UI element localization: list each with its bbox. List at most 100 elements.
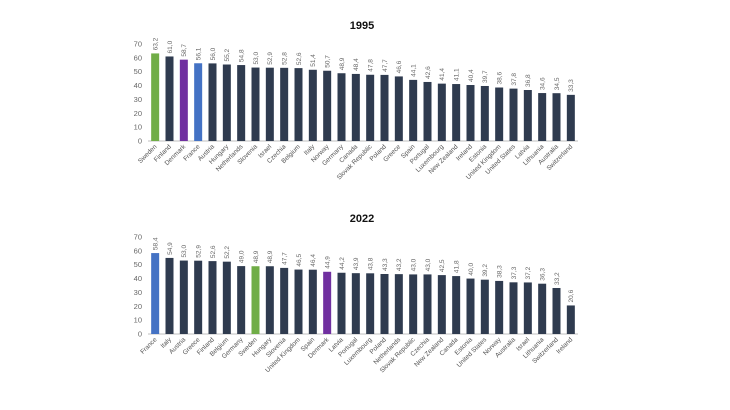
- data-label: 51,4: [310, 54, 317, 67]
- bar-israel: [523, 282, 532, 334]
- data-label: 36,3: [539, 268, 546, 281]
- data-label: 33,2: [554, 272, 561, 285]
- data-label: 38,6: [496, 71, 503, 84]
- data-label: 52,9: [267, 52, 274, 65]
- bar-denmark: [323, 271, 332, 334]
- data-label: 49,0: [238, 250, 245, 263]
- data-label: 47,8: [367, 59, 374, 72]
- data-label: 39,2: [482, 264, 489, 277]
- bar-latvia: [337, 272, 346, 334]
- y-tick-label: 20: [134, 109, 142, 118]
- bar-finland: [165, 56, 174, 141]
- bar-czechia: [280, 67, 289, 141]
- data-label: 58,7: [181, 44, 188, 57]
- x-tick-label: France: [139, 336, 159, 356]
- x-tick-label: Ireland: [555, 336, 574, 355]
- bar-new-zealand: [437, 275, 446, 334]
- data-label: 40,4: [468, 69, 475, 82]
- bar-portugal: [423, 81, 432, 141]
- y-tick-label: 0: [138, 137, 142, 146]
- y-tick-label: 0: [138, 330, 142, 339]
- y-tick-label: 60: [134, 246, 142, 255]
- y-tick-label: 70: [134, 233, 142, 242]
- data-label: 46,5: [296, 254, 303, 267]
- data-label: 48,9: [267, 250, 274, 263]
- bar-canada: [452, 276, 461, 334]
- data-label: 37,8: [511, 73, 518, 86]
- bar-austria: [208, 63, 217, 141]
- data-label: 41,8: [453, 260, 460, 273]
- bar-netherlands: [394, 274, 403, 334]
- data-label: 38,3: [496, 265, 503, 278]
- y-tick-label: 20: [134, 302, 142, 311]
- bar-netherlands: [237, 65, 246, 141]
- data-label: 43,2: [396, 258, 403, 271]
- bar-luxembourg: [366, 273, 375, 334]
- y-tick-label: 40: [134, 81, 142, 90]
- data-label: 52,8: [281, 52, 288, 65]
- bar-sweden: [251, 266, 260, 334]
- y-tick-label: 10: [134, 316, 142, 325]
- bar-italy: [165, 257, 174, 334]
- y-tick-label: 30: [134, 288, 142, 297]
- bar-hungary: [265, 266, 274, 334]
- data-label: 39,7: [482, 70, 489, 83]
- data-label: 34,6: [539, 77, 546, 90]
- data-label: 55,2: [224, 48, 231, 61]
- bar-ireland: [566, 305, 575, 334]
- data-label: 37,3: [511, 266, 518, 279]
- bar-slovak-republic: [366, 74, 375, 141]
- y-tick-label: 30: [134, 95, 142, 104]
- chart-title: 2022: [350, 213, 374, 225]
- bar-poland: [380, 273, 389, 334]
- data-label: 44,2: [339, 257, 346, 270]
- bar-germany: [237, 266, 246, 334]
- data-label: 42,6: [425, 66, 432, 79]
- bar-spain: [409, 79, 418, 141]
- data-label: 47,7: [281, 252, 288, 265]
- data-label: 40,0: [468, 263, 475, 276]
- bar-ireland: [466, 85, 475, 141]
- bar-israel: [265, 67, 274, 141]
- bar-united-states: [509, 88, 518, 141]
- bar-slovak-republic: [409, 274, 418, 334]
- data-label: 63,2: [152, 37, 159, 50]
- data-label: 42,5: [439, 259, 446, 272]
- bar-finland: [208, 261, 217, 334]
- bar-greece: [194, 260, 203, 334]
- data-label: 56,1: [195, 47, 202, 60]
- data-label: 37,2: [525, 266, 532, 279]
- data-label: 52,9: [195, 245, 202, 258]
- y-tick-label: 50: [134, 260, 142, 269]
- data-label: 44,1: [410, 64, 417, 77]
- data-label: 54,9: [167, 242, 174, 255]
- bar-canada: [351, 73, 360, 141]
- data-label: 52,2: [224, 246, 231, 259]
- y-tick-label: 40: [134, 274, 142, 283]
- data-label: 43,0: [425, 258, 432, 271]
- data-label: 48,9: [339, 57, 346, 70]
- bar-belgium: [294, 68, 303, 141]
- data-label: 33,3: [568, 79, 575, 92]
- bar-slovenia: [251, 67, 260, 141]
- data-label: 48,9: [253, 250, 260, 263]
- data-label: 47,7: [382, 59, 389, 72]
- bar-australia: [552, 93, 561, 141]
- bar-united-states: [480, 279, 489, 334]
- data-label: 52,6: [210, 245, 217, 258]
- data-label: 20,6: [568, 289, 575, 302]
- data-label: 44,9: [324, 256, 331, 269]
- data-label: 53,0: [181, 245, 188, 258]
- bar-norway: [495, 280, 504, 334]
- bar-new-zealand: [452, 84, 461, 141]
- bar-austria: [179, 260, 188, 334]
- bar-norway: [323, 70, 332, 141]
- y-tick-label: 50: [134, 67, 142, 76]
- data-label: 46,4: [310, 254, 317, 267]
- data-label: 48,4: [353, 58, 360, 71]
- bar-latvia: [523, 90, 532, 141]
- bar-germany: [337, 73, 346, 141]
- bar-estonia: [480, 85, 489, 141]
